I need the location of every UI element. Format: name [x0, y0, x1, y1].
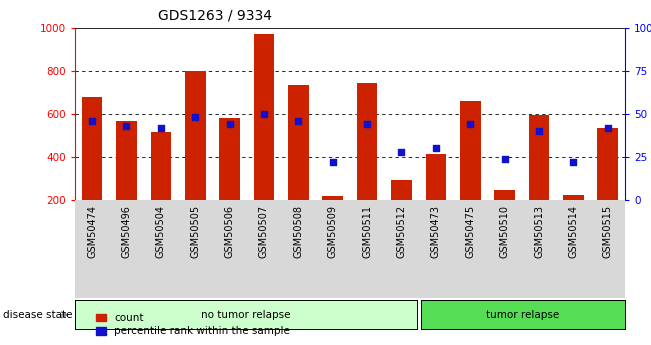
Bar [150, 132, 171, 200]
Point [568, 159, 579, 165]
Bar [219, 118, 240, 200]
Text: no tumor relapse: no tumor relapse [201, 310, 290, 320]
Text: GSM50510: GSM50510 [499, 205, 510, 258]
Text: GSM50513: GSM50513 [534, 205, 544, 258]
Text: GSM50507: GSM50507 [259, 205, 269, 258]
Point [87, 118, 97, 124]
Bar [598, 128, 618, 200]
Text: GDS1263 / 9334: GDS1263 / 9334 [158, 9, 272, 23]
Text: tumor relapse: tumor relapse [486, 310, 559, 320]
Point [534, 128, 544, 134]
Bar [563, 195, 584, 200]
Text: GSM50508: GSM50508 [294, 205, 303, 258]
Bar [254, 34, 274, 200]
Point [258, 111, 269, 117]
Bar [426, 154, 446, 200]
Bar [529, 115, 549, 200]
Text: GSM50475: GSM50475 [465, 205, 475, 258]
Text: GSM50474: GSM50474 [87, 205, 97, 258]
Text: GSM50515: GSM50515 [603, 205, 613, 258]
Point [396, 149, 407, 155]
Bar [357, 82, 378, 200]
Point [121, 123, 132, 129]
Point [603, 125, 613, 130]
Point [327, 159, 338, 165]
Text: GSM50504: GSM50504 [156, 205, 166, 258]
Text: GSM50511: GSM50511 [362, 205, 372, 258]
Text: GSM50473: GSM50473 [431, 205, 441, 258]
Bar [391, 180, 412, 200]
Text: GSM50505: GSM50505 [190, 205, 201, 258]
Point [465, 121, 475, 127]
Point [362, 121, 372, 127]
Point [431, 146, 441, 151]
Text: GSM50514: GSM50514 [568, 205, 578, 258]
Legend: count, percentile rank within the sample: count, percentile rank within the sample [96, 313, 290, 336]
Text: disease state: disease state [3, 310, 73, 320]
Bar [460, 101, 480, 200]
Bar [494, 190, 515, 200]
Point [225, 121, 235, 127]
Bar [322, 196, 343, 200]
Bar [185, 71, 206, 200]
Bar [288, 85, 309, 200]
Point [156, 125, 166, 130]
Text: GSM50506: GSM50506 [225, 205, 234, 258]
Point [190, 115, 201, 120]
Point [293, 118, 303, 124]
Text: GSM50509: GSM50509 [327, 205, 338, 258]
Bar [116, 121, 137, 200]
Bar [82, 97, 102, 200]
Text: GSM50496: GSM50496 [122, 205, 132, 258]
Point [499, 156, 510, 161]
Text: GSM50512: GSM50512 [396, 205, 406, 258]
